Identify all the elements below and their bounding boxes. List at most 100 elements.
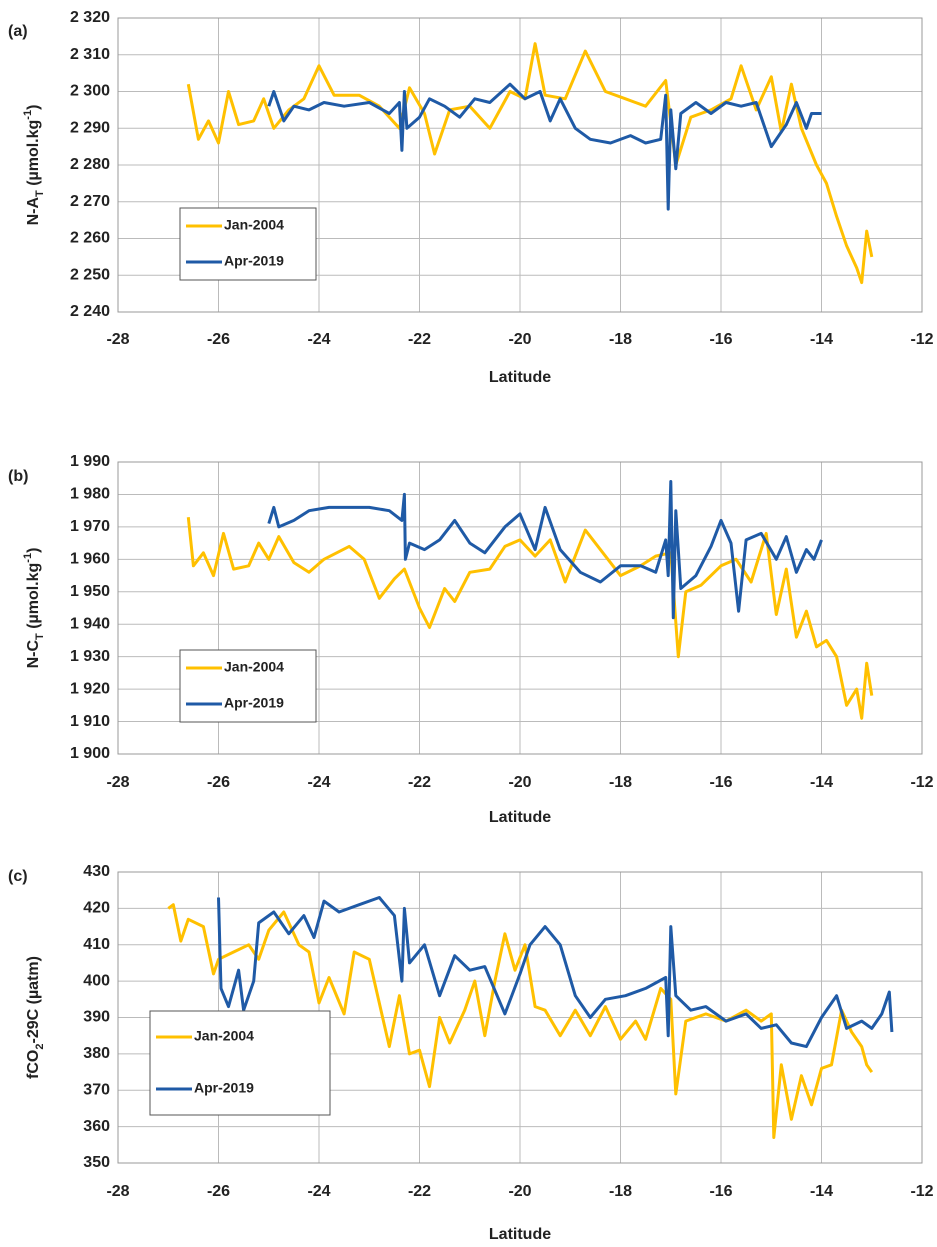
legend-box xyxy=(149,1010,331,1116)
panel: (b) 1 900 1 910 1 920 1 930 1 940 1 950 1 960 1 … xyxy=(8,453,934,826)
x-tick-label: -18 xyxy=(609,331,632,348)
y-tick-label: 1 930 xyxy=(70,648,110,665)
x-tick-label: -26 xyxy=(207,1183,230,1200)
y-tick-label: 2 310 xyxy=(70,46,110,63)
y-tick-label: 1 940 xyxy=(70,615,110,632)
x-axis-label: Latitude xyxy=(489,1226,551,1243)
y-label-part: N-A xyxy=(25,197,42,226)
y-tick-label: 1 980 xyxy=(70,486,110,503)
legend-label: Jan-2004 xyxy=(194,1028,254,1044)
legend: Jan-2004 Apr-2019 xyxy=(149,1010,331,1116)
panel: (a) 2 240 2 250 2 260 2 270 2 280 2 290 2 300 2 … xyxy=(8,9,934,386)
x-tick-label: -22 xyxy=(408,1183,431,1200)
data-line xyxy=(267,480,823,620)
legend: Jan-2004 Apr-2019 xyxy=(179,207,317,281)
x-tick-label: -20 xyxy=(508,1183,531,1200)
x-tick-label: -28 xyxy=(106,774,129,791)
data-line xyxy=(167,903,874,1139)
x-tick-label: -16 xyxy=(709,1183,732,1200)
x-tick-label: -24 xyxy=(307,331,330,348)
y-tick-label: 1 990 xyxy=(70,453,110,470)
x-tick-label: -22 xyxy=(408,331,431,348)
x-tick-label: -18 xyxy=(609,774,632,791)
y-tick-label: 410 xyxy=(83,936,110,953)
y-label-part: -1 xyxy=(22,553,34,563)
plot-frame xyxy=(117,461,923,755)
y-tick-label: 400 xyxy=(83,972,110,989)
panel-label: (a) xyxy=(8,23,28,40)
x-tick-label: -12 xyxy=(910,774,933,791)
x-tick-label: -14 xyxy=(810,774,833,791)
y-tick-label: 420 xyxy=(83,900,110,917)
x-tick-label: -12 xyxy=(910,1183,933,1200)
y-label-part: 2 xyxy=(34,1044,46,1050)
x-tick-label: -28 xyxy=(106,331,129,348)
legend-box xyxy=(179,649,317,723)
y-label-part: ) xyxy=(25,548,42,553)
x-tick-label: -18 xyxy=(609,1183,632,1200)
legend-label: Jan-2004 xyxy=(224,217,284,233)
y-axis-label: N-CT (µmol.kg-1) xyxy=(22,548,46,669)
x-tick-label: -24 xyxy=(307,1183,330,1200)
y-tick-label: 1 960 xyxy=(70,551,110,568)
data-line xyxy=(186,42,874,285)
x-tick-label: -14 xyxy=(810,331,833,348)
panel: (c) 350 360 370 380 390 400 410 420 430 -28 -26 -24 -… xyxy=(8,863,934,1243)
legend-label: Apr-2019 xyxy=(224,253,284,269)
y-tick-label: 2 250 xyxy=(70,266,110,283)
y-tick-label: 1 900 xyxy=(70,745,110,762)
y-tick-label: 1 910 xyxy=(70,713,110,730)
y-tick-label: 390 xyxy=(83,1009,110,1026)
y-label-part: fCO xyxy=(25,1050,42,1079)
y-tick-label: 380 xyxy=(83,1045,110,1062)
plot-frame xyxy=(117,17,923,313)
x-tick-label: -22 xyxy=(408,774,431,791)
x-tick-label: -24 xyxy=(307,774,330,791)
y-tick-label: 1 970 xyxy=(70,518,110,535)
y-tick-label: 1 950 xyxy=(70,583,110,600)
x-tick-label: -16 xyxy=(709,774,732,791)
data-line xyxy=(267,82,822,211)
legend-label: Apr-2019 xyxy=(224,695,284,711)
panel-label: (c) xyxy=(8,868,28,885)
y-axis-label: fCO2-29C (µatm) xyxy=(25,956,46,1079)
legend-label: Jan-2004 xyxy=(224,659,284,675)
y-tick-label: 2 290 xyxy=(70,119,110,136)
y-label-part: (µmol.kg xyxy=(25,563,42,634)
x-tick-label: -28 xyxy=(106,1183,129,1200)
x-tick-label: -12 xyxy=(910,331,933,348)
y-tick-label: 350 xyxy=(83,1154,110,1171)
x-tick-label: -20 xyxy=(508,331,531,348)
y-tick-label: 430 xyxy=(83,863,110,880)
y-label-part: -1 xyxy=(22,110,34,120)
y-tick-label: 2 240 xyxy=(70,303,110,320)
y-tick-label: 2 300 xyxy=(70,83,110,100)
x-tick-label: -20 xyxy=(508,774,531,791)
y-tick-label: 370 xyxy=(83,1081,110,1098)
y-label-part: T xyxy=(34,633,46,640)
y-tick-label: 360 xyxy=(83,1118,110,1135)
y-tick-label: 2 260 xyxy=(70,230,110,247)
panel-label: (b) xyxy=(8,468,28,485)
legend-box xyxy=(179,207,317,281)
y-label-part: T xyxy=(34,190,46,197)
x-tick-label: -14 xyxy=(810,1183,833,1200)
plot-frame xyxy=(117,871,923,1164)
x-tick-label: -16 xyxy=(709,331,732,348)
y-tick-label: 2 320 xyxy=(70,9,110,26)
y-label-part: ) xyxy=(25,105,42,110)
data-line xyxy=(217,896,894,1049)
y-tick-label: 1 920 xyxy=(70,680,110,697)
y-axis-label: N-AT (µmol.kg-1) xyxy=(22,105,46,226)
x-tick-label: -26 xyxy=(207,331,230,348)
y-tick-label: 2 280 xyxy=(70,156,110,173)
y-label-part: (µmol.kg xyxy=(25,120,42,191)
x-axis-label: Latitude xyxy=(489,369,551,386)
x-tick-label: -26 xyxy=(207,774,230,791)
y-label-part: N-C xyxy=(25,640,42,669)
y-label-part: -29C (µatm) xyxy=(25,956,42,1043)
legend-label: Apr-2019 xyxy=(194,1080,254,1096)
legend: Jan-2004 Apr-2019 xyxy=(179,649,317,723)
